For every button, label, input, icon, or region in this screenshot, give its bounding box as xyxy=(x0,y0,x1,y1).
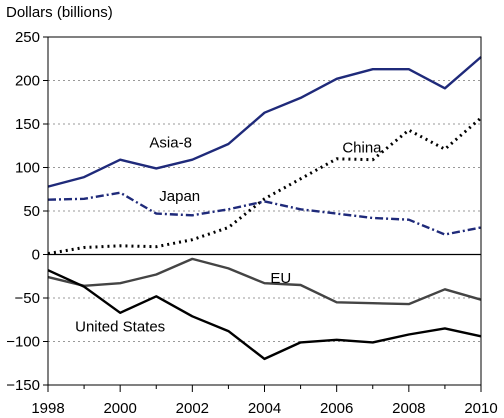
y-tick-label: 0 xyxy=(32,247,40,264)
x-tick-label: 2008 xyxy=(392,400,425,417)
x-tick-label: 2004 xyxy=(248,400,281,417)
x-ticks: 1998 2000 2002 2004 2006 2008 2010 xyxy=(31,385,498,417)
plot-frame xyxy=(47,36,482,386)
y-tick-label: 150 xyxy=(15,116,40,133)
series-line-united-states xyxy=(47,269,482,361)
y-tick-label: −50 xyxy=(15,290,40,307)
x-tick-label: 2002 xyxy=(176,400,209,417)
series-label-china: China xyxy=(342,139,382,156)
y-tick-label: −150 xyxy=(6,377,40,394)
y-tick-label: 250 xyxy=(15,29,40,46)
series-line-eu xyxy=(47,257,482,306)
series-line-japan xyxy=(47,191,482,236)
series-line-china xyxy=(47,116,482,256)
x-tick-label: 1998 xyxy=(31,400,64,417)
gridlines xyxy=(48,80,481,342)
x-tick-label: 2000 xyxy=(103,400,136,417)
y-tick-label: 50 xyxy=(23,203,40,220)
series-group xyxy=(47,56,482,361)
x-tick-label: 2010 xyxy=(464,400,497,417)
y-tick-label: −100 xyxy=(6,334,40,351)
y-tick-label: 200 xyxy=(15,73,40,90)
y-tick-label: 100 xyxy=(15,160,40,177)
series-label-united-states: United States xyxy=(75,319,165,336)
series-labels: Asia-8 China Japan EU United States xyxy=(75,134,382,335)
x-tick-label: 2006 xyxy=(320,400,353,417)
series-label-asia-8: Asia-8 xyxy=(149,134,192,151)
series-line-asia-8 xyxy=(47,56,482,188)
y-ticks: 250 200 150 100 50 0 −50 −100 −150 xyxy=(6,29,48,394)
series-label-eu: EU xyxy=(270,270,291,287)
y-axis-label: Dollars (billions) xyxy=(6,4,113,21)
series-label-japan: Japan xyxy=(159,188,200,205)
